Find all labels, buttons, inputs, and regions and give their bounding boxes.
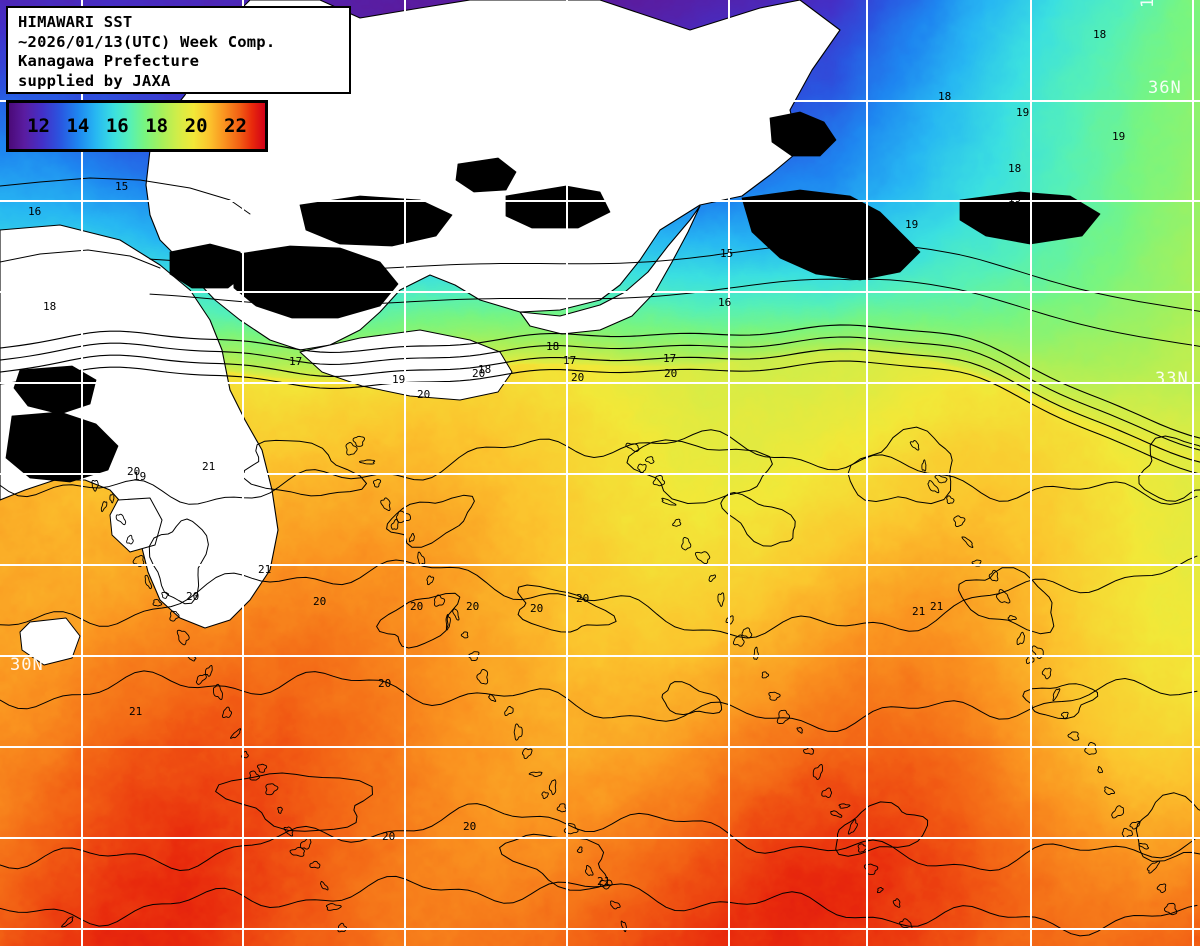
colorbar-tick-14: 14	[66, 115, 90, 137]
colorbar-tick-labels: 12 14 16 18 20 22	[9, 103, 265, 149]
colorbar-tick-20: 20	[184, 115, 208, 137]
colorbar-tick-16: 16	[105, 115, 129, 137]
isotherm-contours	[0, 177, 1200, 937]
colorbar-tick-18: 18	[145, 115, 169, 137]
title-panel: HIMAWARI SST ~2026/01/13(UTC) Week Comp.…	[6, 6, 351, 94]
title-line-product: HIMAWARI SST	[18, 13, 133, 31]
title-line-region: Kanagawa Prefecture	[18, 52, 200, 70]
nodata-mask	[5, 111, 1101, 483]
colorbar-tick-12: 12	[27, 115, 50, 137]
colorbar: 12 14 16 18 20 22	[6, 100, 268, 152]
colorbar-tick-22: 22	[224, 115, 247, 137]
title-line-date: ~2026/01/13(UTC) Week Comp.	[18, 32, 276, 51]
colorbar-gradient	[9, 103, 265, 149]
title-line-source: supplied by JAXA	[18, 71, 171, 90]
